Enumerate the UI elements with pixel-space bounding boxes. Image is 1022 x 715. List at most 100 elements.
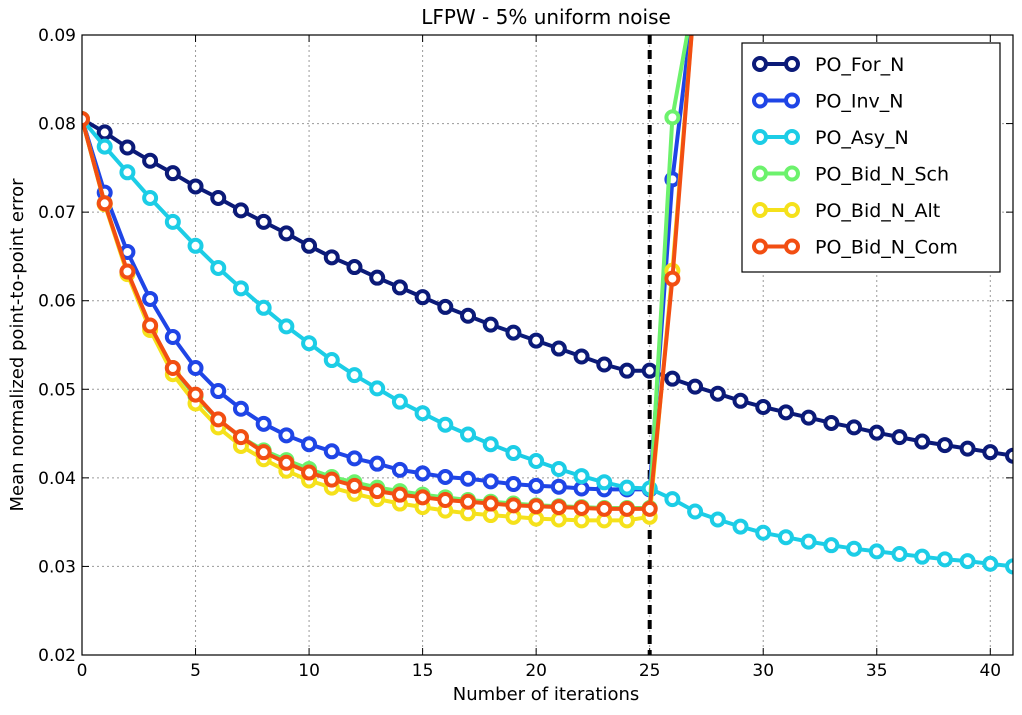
data-point-po-asy-n — [959, 553, 976, 570]
data-point-po-bid-n-alt — [528, 510, 545, 527]
data-point-po-bid-n-com — [414, 489, 431, 506]
legend-item-po-bid-n-com: PO_Bid_N_Com — [752, 237, 958, 259]
data-point-po-bid-n-com — [618, 500, 635, 517]
data-point-po-for-n — [482, 316, 499, 333]
data-point-po-bid-n-com — [278, 454, 295, 471]
y-tick-label: 0.05 — [38, 380, 76, 400]
legend: PO_For_N PO_Inv_N PO_Asy_N PO_Bid_N_Sch PO_B… — [741, 42, 1001, 273]
data-point-po-asy-n — [414, 405, 431, 422]
data-point-po-for-n — [732, 392, 749, 409]
data-point-po-asy-n — [573, 468, 590, 485]
legend-marker — [784, 238, 800, 255]
data-point-po-for-n — [119, 139, 136, 156]
legend-marker — [752, 92, 768, 109]
series-po-bid-n-sch — [82, 35, 690, 516]
data-point-po-bid-n-com — [164, 360, 181, 377]
data-point-po-inv-n — [232, 400, 249, 417]
data-point-po-asy-n — [732, 518, 749, 535]
x-tick-label: 0 — [77, 661, 88, 681]
y-tick-label: 0.08 — [38, 115, 76, 135]
data-point-po-asy-n — [596, 474, 613, 491]
data-point-po-bid-n-com — [187, 386, 204, 403]
x-tick-label: 40 — [979, 661, 1001, 681]
y-axis-ticks: 0.02 0.03 0.04 0.05 0.06 0.07 0.08 0.09 — [38, 26, 1013, 666]
data-point-po-asy-n — [664, 491, 681, 508]
data-point-po-asy-n — [846, 540, 863, 557]
data-point-po-bid-n-com — [119, 263, 136, 280]
legend-marker — [784, 56, 800, 72]
series-line-po-bid-n-alt — [82, 35, 694, 523]
data-point-po-inv-n — [278, 427, 295, 444]
data-point-po-inv-n — [391, 461, 408, 478]
series-group — [82, 35, 1013, 575]
data-point-po-for-n — [460, 307, 477, 324]
data-point-po-asy-n — [868, 543, 885, 560]
data-point-po-bid-n-com — [232, 429, 249, 446]
data-point-po-for-n — [391, 279, 408, 296]
legend-marker — [784, 129, 800, 145]
data-point-po-asy-n — [755, 524, 772, 541]
x-axis-ticks: 0 5 10 15 20 25 30 35 40 — [77, 35, 1001, 681]
y-tick-label: 0.06 — [38, 292, 76, 312]
data-point-po-for-n — [1005, 447, 1013, 464]
data-point-po-for-n — [664, 370, 681, 387]
data-point-po-for-n — [573, 348, 590, 365]
data-point-po-inv-n — [187, 360, 204, 377]
data-point-po-for-n — [891, 429, 908, 446]
data-point-po-for-n — [823, 414, 840, 431]
y-axis-label: Mean normalized point-to-point error — [7, 178, 28, 512]
data-point-po-bid-n-com — [437, 492, 454, 508]
data-point-po-inv-n — [505, 476, 522, 493]
data-point-po-asy-n — [323, 352, 340, 369]
data-point-po-bid-n-com — [301, 464, 318, 481]
data-point-po-inv-n — [437, 468, 454, 485]
data-point-po-bid-n-com — [369, 483, 386, 500]
data-point-po-asy-n — [618, 479, 635, 496]
legend-box — [741, 42, 1001, 273]
data-point-po-asy-n — [346, 367, 363, 384]
data-point-po-asy-n — [278, 318, 295, 335]
legend-marker — [752, 165, 768, 182]
legend-item-po-inv-n: PO_Inv_N — [752, 91, 904, 113]
series-po-inv-n — [82, 35, 692, 498]
data-point-po-inv-n — [142, 290, 159, 307]
legend-item-po-for-n: PO_For_N — [752, 54, 904, 76]
data-point-po-inv-n — [573, 480, 590, 497]
data-point-po-asy-n — [528, 453, 545, 470]
series-po-bid-n-alt — [82, 35, 694, 529]
y-tick-label: 0.04 — [38, 469, 76, 489]
data-point-po-asy-n — [687, 503, 704, 520]
data-point-po-for-n — [369, 269, 386, 286]
x-tick-label: 5 — [190, 661, 201, 681]
x-tick-label: 15 — [412, 661, 434, 681]
legend-item-po-asy-n: PO_Asy_N — [752, 127, 909, 149]
data-point-po-asy-n — [232, 280, 249, 297]
data-point-po-bid-n-com — [346, 477, 363, 494]
data-point-po-asy-n — [187, 237, 204, 254]
data-point-po-inv-n — [414, 465, 431, 482]
y-tick-label: 0.07 — [38, 203, 76, 223]
data-point-po-asy-n — [914, 548, 931, 565]
series-line-po-inv-n — [82, 35, 692, 492]
data-point-po-bid-n-com — [142, 317, 159, 334]
legend-label: PO_Bid_N_Sch — [815, 164, 949, 186]
data-point-po-bid-n-com — [550, 499, 567, 516]
data-point-po-inv-n — [301, 436, 318, 453]
plot-frame — [81, 34, 1014, 656]
data-point-po-asy-n — [391, 393, 408, 410]
data-point-po-asy-n — [255, 299, 272, 316]
legend-label: PO_Asy_N — [815, 127, 909, 149]
data-point-po-for-n — [641, 362, 658, 379]
legend-label: PO_Inv_N — [815, 91, 904, 113]
data-point-po-for-n — [959, 440, 976, 457]
data-point-po-bid-n-com — [323, 471, 340, 488]
data-point-po-inv-n — [210, 383, 227, 400]
data-point-po-bid-n-sch — [664, 109, 681, 126]
data-point-po-for-n — [96, 124, 113, 141]
data-point-po-bid-n-com — [664, 270, 681, 287]
data-point-po-asy-n — [891, 546, 908, 563]
series-po-bid-n-com — [82, 35, 694, 517]
data-point-po-for-n — [528, 332, 545, 349]
data-point-po-for-n — [210, 189, 227, 206]
data-point-po-for-n — [800, 409, 817, 426]
